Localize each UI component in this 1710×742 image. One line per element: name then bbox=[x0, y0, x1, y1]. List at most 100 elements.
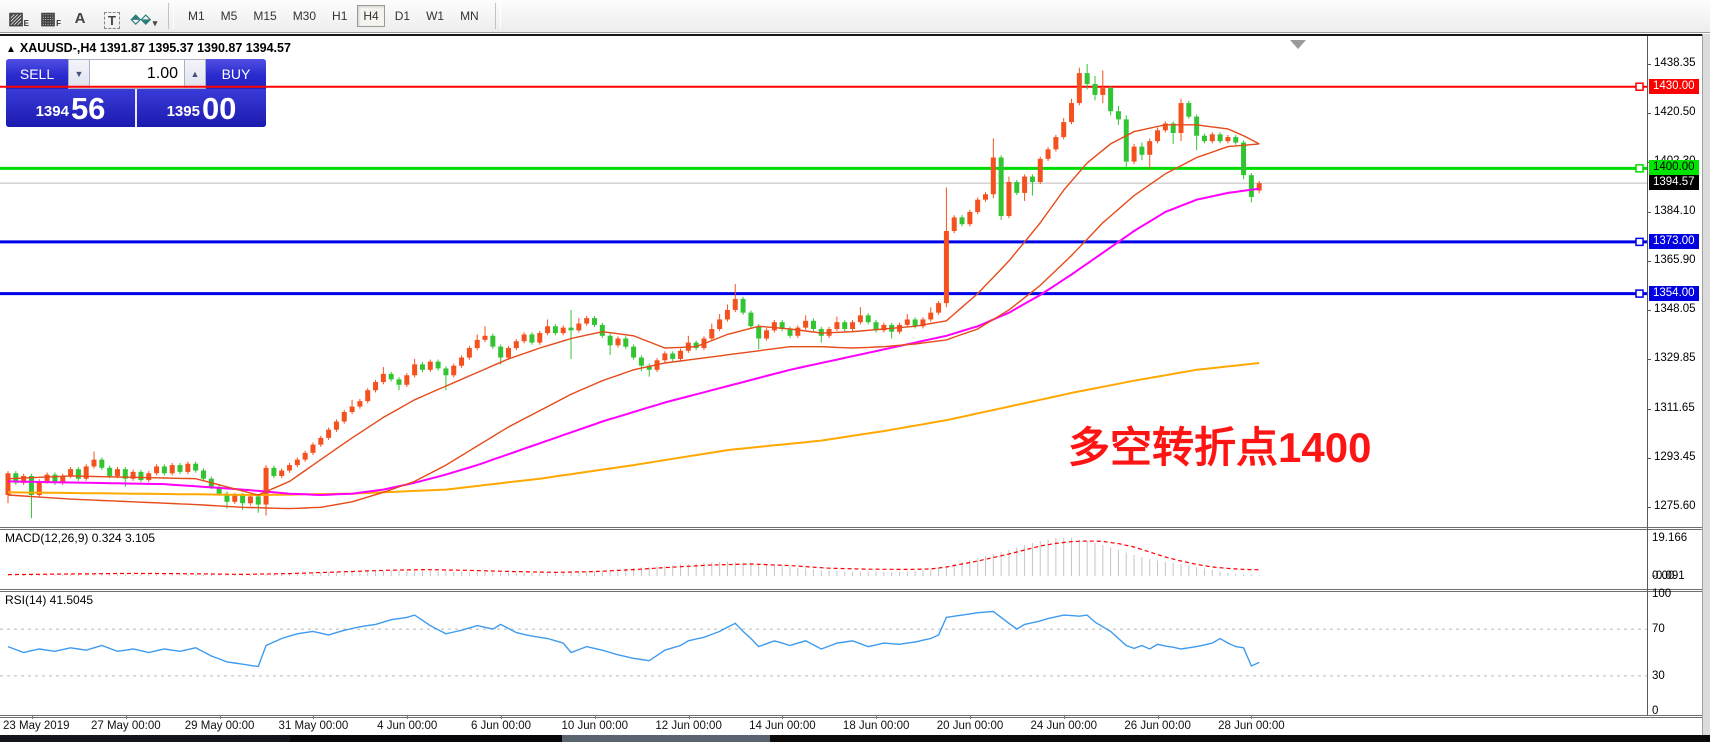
time-axis-label: 27 May 00:00 bbox=[90, 720, 161, 732]
buy-button[interactable]: BUY bbox=[206, 59, 266, 89]
time-axis-tick bbox=[32, 716, 33, 719]
chart-annotation-text[interactable]: 多空转折点1400 bbox=[1068, 424, 1372, 471]
timeframe-button-m15[interactable]: M15 bbox=[253, 9, 277, 23]
one-click-trading-widget: SELL ▼ 1.00 ▲ BUY 1394 56 1395 00 bbox=[6, 59, 266, 127]
price-level-badge[interactable]: 1354.00 bbox=[1649, 285, 1699, 301]
symbol-ohlc-text: XAUUSD-,H4 1391.87 1395.37 1390.87 1394.… bbox=[19, 41, 291, 55]
price-axis-label: 1275.60 bbox=[1654, 500, 1696, 512]
lot-step-up-button[interactable]: ▲ bbox=[184, 59, 206, 89]
time-axis-tick bbox=[1157, 716, 1159, 719]
buy-price-panel[interactable]: 1395 00 bbox=[137, 89, 266, 127]
time-axis-tick bbox=[313, 716, 315, 719]
time-axis-label: 31 May 00:00 bbox=[278, 720, 349, 732]
price-axis-label: 1348.05 bbox=[1654, 302, 1696, 315]
toolbar-separator bbox=[494, 3, 501, 29]
time-axis-label: 18 Jun 00:00 bbox=[842, 720, 910, 732]
text-box-icon[interactable]: T bbox=[97, 3, 127, 29]
bottom-strip-segment bbox=[290, 735, 562, 742]
time-axis-label: 4 Jun 00:00 bbox=[377, 720, 438, 732]
toolbar-separator bbox=[168, 3, 174, 29]
time-axis-label: 14 Jun 00:00 bbox=[749, 720, 816, 732]
macd-axis-label: 0.00 bbox=[1652, 570, 1675, 582]
timeframe-button-m1[interactable]: M1 bbox=[188, 9, 205, 23]
price-axis-tick bbox=[1647, 359, 1651, 361]
grid-f-icon[interactable]: ▦ F bbox=[39, 9, 61, 28]
price-level-badge[interactable]: 1394.57 bbox=[1649, 175, 1699, 191]
rsi-panel-canvas[interactable] bbox=[0, 591, 1710, 715]
lot-step-down-button[interactable]: ▼ bbox=[68, 59, 90, 89]
time-axis-label: 12 Jun 00:00 bbox=[655, 720, 722, 732]
collapse-triangle-icon[interactable]: ▲ bbox=[6, 44, 16, 55]
time-axis-tick bbox=[594, 716, 596, 719]
buy-price-small: 1395 bbox=[166, 103, 200, 120]
timeframe-button-w1[interactable]: W1 bbox=[426, 9, 445, 23]
sell-button[interactable]: SELL bbox=[6, 59, 68, 89]
buy-price-big: 00 bbox=[201, 91, 237, 126]
bottom-strip-segment bbox=[562, 735, 770, 742]
main-macd-separator[interactable] bbox=[0, 527, 1710, 530]
rsi-timeaxis-separator[interactable] bbox=[0, 715, 1710, 718]
price-level-badge[interactable]: 1430.00 bbox=[1649, 78, 1699, 94]
text-a-icon[interactable]: A bbox=[74, 10, 86, 27]
time-axis-tick bbox=[125, 716, 127, 719]
chart-shift-marker-icon[interactable] bbox=[1290, 40, 1306, 49]
time-axis-tick bbox=[876, 716, 878, 719]
lot-size-input[interactable]: 1.00 bbox=[90, 59, 184, 89]
price-axis-tick bbox=[1647, 309, 1651, 311]
symbols-cycle-icon[interactable]: ⬘⬙ ▾ bbox=[130, 11, 158, 28]
time-axis-tick bbox=[501, 716, 502, 719]
time-axis-label: 10 Jun 00:00 bbox=[561, 720, 629, 732]
price-level-badge[interactable]: 1373.00 bbox=[1649, 233, 1699, 249]
time-axis-label: 6 Jun 00:00 bbox=[470, 720, 532, 732]
macd-rsi-separator[interactable] bbox=[0, 589, 1710, 592]
price-axis-label: 1438.35 bbox=[1654, 57, 1696, 69]
main-toolbar: ▨ E ▦ F A T ⬘⬙ ▾ M1 M5 M15 M30 H1 H4 D1 W1 MN bbox=[0, 0, 1710, 33]
price-axis-tick bbox=[1647, 408, 1651, 410]
sell-price-panel[interactable]: 1394 56 bbox=[6, 89, 135, 127]
price-axis-tick bbox=[1647, 112, 1651, 114]
indicator-pattern-e-icon[interactable]: ▨ E bbox=[7, 9, 29, 28]
bottom-strip-segment bbox=[0, 735, 290, 742]
macd-panel-canvas[interactable] bbox=[0, 529, 1710, 589]
price-axis-tick bbox=[1647, 261, 1651, 263]
price-axis-label: 1384.10 bbox=[1654, 204, 1696, 217]
window-edge-strip bbox=[1702, 34, 1710, 735]
price-chart-canvas[interactable] bbox=[0, 38, 1710, 527]
time-axis-label: 20 Jun 00:00 bbox=[936, 720, 1004, 732]
rsi-axis-label: 30 bbox=[1652, 669, 1665, 682]
time-axis-tick bbox=[1251, 716, 1253, 719]
time-axis-label: 24 Jun 00:00 bbox=[1030, 720, 1098, 732]
timeframe-group: M1 M5 M15 M30 H1 H4 D1 W1 MN bbox=[180, 5, 487, 27]
price-level-badge[interactable]: 1400.00 bbox=[1649, 160, 1699, 176]
sell-price-big: 56 bbox=[70, 91, 106, 126]
time-axis-tick bbox=[407, 716, 409, 719]
time-axis-tick bbox=[688, 716, 690, 719]
price-axis-label: 1329.85 bbox=[1654, 352, 1696, 365]
timeframe-button-m30[interactable]: M30 bbox=[292, 9, 317, 23]
price-axis-tick bbox=[1647, 507, 1651, 508]
price-axis-label: 1311.65 bbox=[1654, 401, 1695, 414]
timeframe-button-mn[interactable]: MN bbox=[460, 9, 479, 23]
time-axis-tick bbox=[1063, 716, 1065, 719]
macd-indicator-label: MACD(12,26,9) 0.324 3.105 bbox=[5, 531, 156, 545]
rsi-indicator-label: RSI(14) 41.5045 bbox=[5, 593, 94, 607]
timeframe-button-h1[interactable]: H1 bbox=[332, 9, 348, 23]
timeframe-button-h4[interactable]: H4 bbox=[357, 5, 385, 27]
time-axis-label: 26 Jun 00:00 bbox=[1124, 720, 1191, 732]
timeframe-button-d1[interactable]: D1 bbox=[394, 9, 411, 23]
timeframe-button-m5[interactable]: M5 bbox=[220, 9, 238, 23]
price-axis-label: 1293.45 bbox=[1654, 451, 1696, 464]
price-panel-divider bbox=[135, 89, 137, 127]
macd-axis-label: 19.166 bbox=[1652, 531, 1688, 544]
time-axis-label: 29 May 00:00 bbox=[184, 720, 255, 732]
rsi-axis-label: 70 bbox=[1652, 623, 1665, 636]
sell-price-small: 1394 bbox=[35, 103, 69, 120]
price-axis-label: 1365.90 bbox=[1654, 254, 1696, 267]
bottom-strip-segment bbox=[770, 735, 1710, 742]
time-axis-tick bbox=[970, 716, 971, 719]
price-axis-tick bbox=[1647, 64, 1651, 65]
rsi-axis-label: 0 bbox=[1652, 705, 1659, 717]
time-axis-label: 28 Jun 00:00 bbox=[1218, 720, 1285, 732]
price-axis-label: 1420.50 bbox=[1654, 105, 1696, 118]
symbol-ohlc-header: ▲ XAUUSD-,H4 1391.87 1395.37 1390.87 1394… bbox=[6, 41, 291, 55]
